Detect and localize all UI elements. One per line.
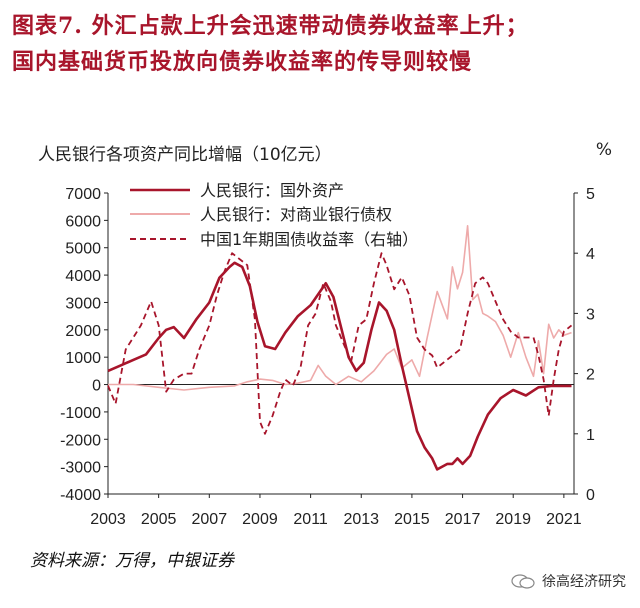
series-line-0	[107, 261, 572, 471]
y2-tick-label: 3	[586, 306, 595, 323]
x-tick-label: 2015	[394, 511, 430, 528]
x-tick-label: 2021	[546, 511, 582, 528]
y2-tick-label: 1	[586, 427, 595, 444]
left-axis-unit: 人民银行各项资产同比增幅（10亿元）	[38, 145, 332, 165]
right-axis-unit: %	[595, 140, 612, 160]
y2-tick-label: 0	[586, 487, 595, 504]
chart-title-line-1: 图表7. 外汇占款上升会迅速带动债券收益率上升；	[12, 13, 529, 39]
x-tick-label: 2009	[242, 511, 278, 528]
x-tick-label: 2005	[141, 511, 177, 528]
y-tick-label: 1000	[65, 350, 101, 367]
y-tick-label: -2000	[60, 432, 101, 449]
legend-label: 人民银行：国外资产	[200, 181, 344, 200]
y2-tick-label: 4	[586, 246, 595, 263]
series-line-1	[108, 225, 572, 391]
wechat-icon	[511, 574, 535, 589]
y2-tick-label: 5	[586, 186, 595, 203]
chart-title: 图表7. 外汇占款上升会迅速带动债券收益率上升； 国内基础货币投放向债券收益率的…	[12, 8, 628, 80]
x-tick-label: 2017	[445, 511, 481, 528]
series-line-2	[107, 252, 573, 435]
source-note: 资料来源：万得，中银证券	[30, 551, 234, 571]
x-tick-label: 2019	[495, 511, 531, 528]
legend-label: 中国1年期国债收益率（右轴）	[200, 230, 418, 249]
y-tick-label: 7000	[65, 186, 101, 203]
y-tick-label: 5000	[65, 241, 101, 258]
y-tick-label: 3000	[65, 295, 101, 312]
y-tick-label: 6000	[65, 213, 101, 230]
watermark: 徐高经济研究	[510, 571, 626, 591]
y-tick-label: -1000	[60, 405, 101, 422]
watermark-text: 徐高经济研究	[542, 574, 626, 590]
y-tick-label: 0	[92, 378, 101, 395]
x-tick-label: 2003	[90, 511, 126, 528]
y-tick-label: -3000	[60, 460, 101, 477]
chart-title-line-2: 国内基础货币投放向债券收益率的传导则较慢	[12, 49, 473, 75]
y-tick-label: -4000	[60, 487, 101, 504]
y2-tick-label: 2	[586, 367, 595, 384]
chart-svg: 7000 6000 5000 4000 3000 2000 1000 0 -1000 -2000 -…	[60, 181, 595, 528]
y-tick-label: 4000	[65, 268, 101, 285]
y-tick-label: 2000	[65, 323, 101, 340]
x-tick-label: 2013	[343, 511, 379, 528]
x-tick-label: 2007	[192, 511, 228, 528]
x-tick-label: 2011	[293, 511, 328, 528]
legend-label: 人民银行：对商业银行债权	[200, 205, 392, 224]
